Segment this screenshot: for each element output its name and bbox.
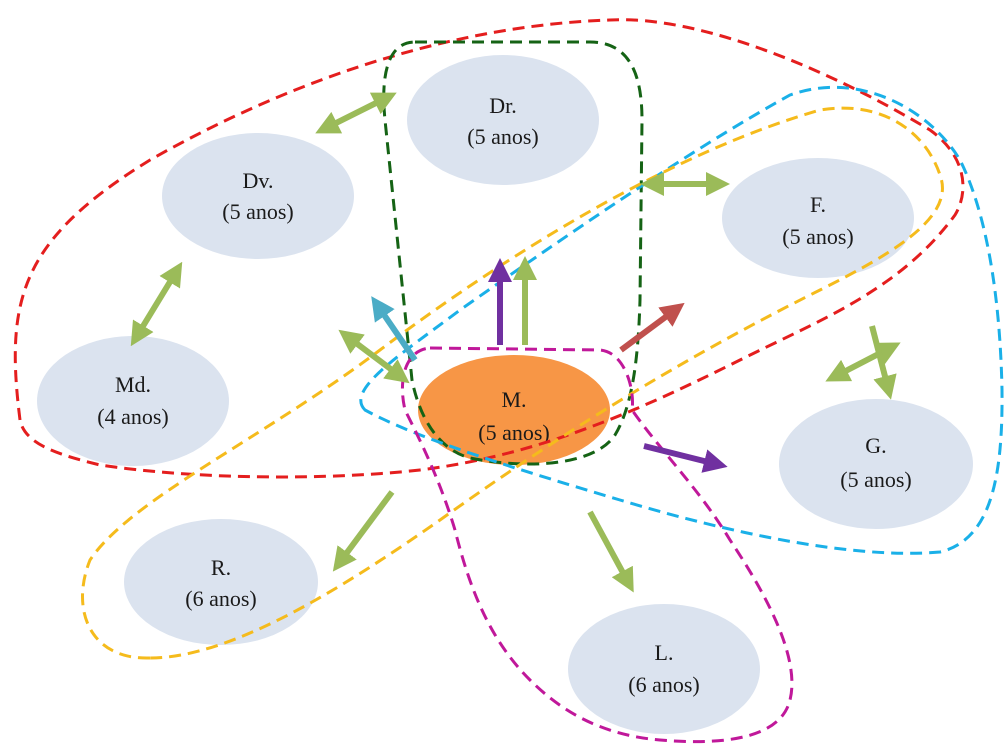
node-r-age: (6 anos) [185,586,256,611]
node-l-shape [568,604,760,734]
node-dr: Dr. (5 anos) [407,55,599,185]
arrow-m-r [332,490,395,572]
arrow-dv-dr [315,92,397,134]
group-outline-cyan [359,85,1004,555]
node-md-name: Md. [115,372,151,397]
node-dv: Dv. (5 anos) [162,133,354,259]
node-g-age: (5 anos) [840,467,911,492]
node-dr-age: (5 anos) [467,124,538,149]
node-m: M. (5 anos) [418,355,610,465]
node-md-shape [37,336,229,466]
arrow-m-dv-teal [371,296,418,362]
node-g: G. (5 anos) [779,399,973,529]
node-l-name: L. [655,640,674,665]
arrow-m-f-red [619,302,685,353]
node-dr-name: Dr. [489,93,517,118]
node-md-age: (4 anos) [97,404,168,429]
node-g-shape [779,399,973,529]
node-md: Md. (4 anos) [37,336,229,466]
arrow-m-l [587,510,634,593]
node-f-shape [722,158,914,278]
node-l: L. (6 anos) [568,604,760,734]
node-m-name: M. [501,387,526,412]
arrow-m-md [338,329,410,384]
arrow-m-g-purple [643,443,728,473]
group-outline-magenta [401,346,794,744]
node-dv-name: Dv. [243,168,274,193]
node-m-age: (5 anos) [478,420,549,445]
node-r: R. (6 anos) [124,519,318,645]
node-r-name: R. [211,555,231,580]
arrow-f-g-down [869,325,897,400]
node-dv-shape [162,133,354,259]
group-outline-yellow [81,106,944,660]
arrow-dv-md [130,261,183,347]
group-outline-green [382,40,644,466]
node-f-name: F. [810,192,826,217]
node-dr-shape [407,55,599,185]
node-r-shape [124,519,318,645]
node-dv-age: (5 anos) [222,199,293,224]
node-f-age: (5 anos) [782,224,853,249]
node-g-name: G. [865,433,886,458]
node-f: F. (5 anos) [722,158,914,278]
group-outline-red [13,18,965,479]
node-l-age: (6 anos) [628,672,699,697]
